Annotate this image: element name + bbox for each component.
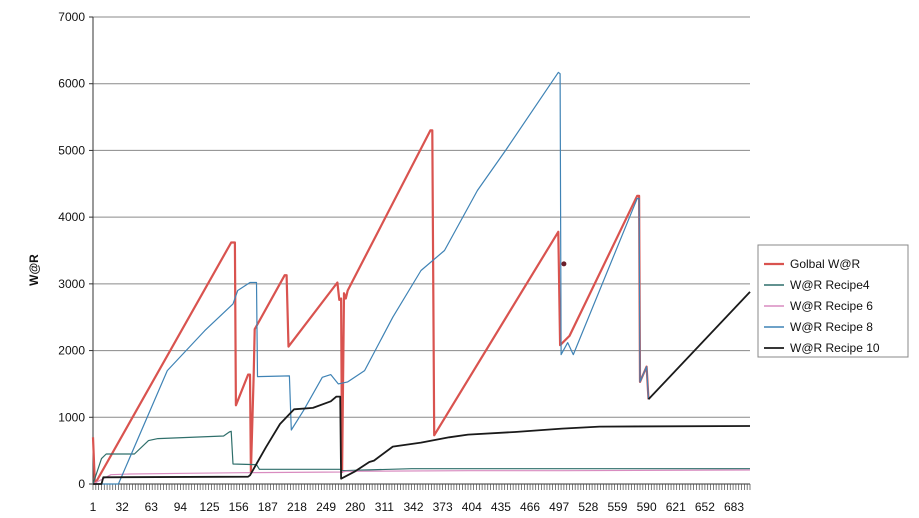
y-tick-label: 6000 <box>58 77 85 91</box>
x-tick-label: 249 <box>316 500 336 514</box>
y-tick-label: 7000 <box>58 10 85 24</box>
series-line <box>92 430 750 485</box>
series-line <box>93 395 751 485</box>
y-tick-label: 0 <box>78 477 85 491</box>
series-lines <box>91 71 751 486</box>
y-tick-label: 1000 <box>58 410 85 424</box>
x-tick-label: 528 <box>578 500 598 514</box>
x-tick-label: 94 <box>174 500 188 514</box>
y-axis-label: W@R <box>27 254 41 286</box>
x-tick-label: 466 <box>520 500 540 514</box>
x-tick-label: 187 <box>258 500 278 514</box>
data-point-marker <box>561 261 567 267</box>
x-tick-label: 497 <box>549 500 569 514</box>
series-line <box>93 71 650 485</box>
y-tick-label: 5000 <box>58 143 85 157</box>
x-tick-label: 621 <box>666 500 686 514</box>
x-tick-label: 63 <box>145 500 159 514</box>
x-tick-label: 652 <box>695 500 715 514</box>
x-tick-label: 559 <box>607 500 627 514</box>
legend-label: W@R Recipe 8 <box>790 320 873 334</box>
series-line <box>647 291 751 400</box>
x-tick-label: 342 <box>403 500 423 514</box>
x-tick-label: 373 <box>433 500 453 514</box>
legend-label: Golbal W@R <box>790 257 861 271</box>
x-tick-label: 1 <box>90 500 97 514</box>
grid-lines <box>93 16 750 418</box>
x-tick-label: 218 <box>287 500 307 514</box>
legend-label: W@R Recipe 6 <box>790 299 873 313</box>
x-tick-labels: 1 32 63 94 125 156 187 218 249 280 311 342 373 404 435… <box>90 500 745 514</box>
series-line <box>92 469 751 485</box>
x-tick-label: 125 <box>200 500 220 514</box>
legend-label: W@R Recipe4 <box>790 278 870 292</box>
y-tick-labels: 0 1000 2000 3000 4000 5000 6000 7000 <box>58 10 85 491</box>
x-tick-label: 280 <box>345 500 365 514</box>
y-tick-label: 3000 <box>58 277 85 291</box>
x-tick-label: 156 <box>229 500 249 514</box>
x-tick-label: 32 <box>115 500 129 514</box>
series-line <box>91 129 650 486</box>
legend: Golbal W@R W@R Recipe4 W@R Recipe 6 W@R Rec… <box>757 244 909 358</box>
x-tick-label: 435 <box>491 500 511 514</box>
x-tick-label: 590 <box>637 500 657 514</box>
x-tick-label: 404 <box>462 500 482 514</box>
annotations <box>561 261 567 267</box>
legend-label: W@R Recipe 10 <box>790 341 880 355</box>
x-tick-label: 683 <box>724 500 744 514</box>
y-tick-label: 2000 <box>58 344 85 358</box>
y-tick-label: 4000 <box>58 210 85 224</box>
x-tick-label: 311 <box>375 500 394 514</box>
axes <box>89 16 751 490</box>
